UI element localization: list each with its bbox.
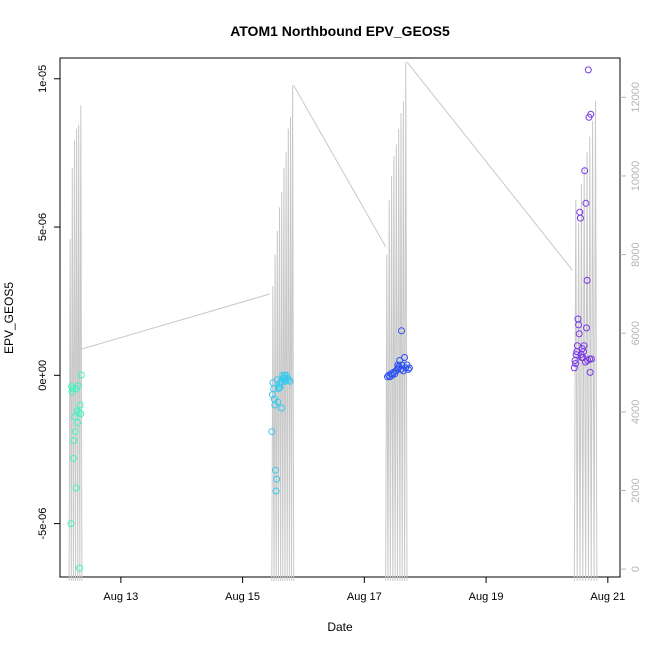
overlay-bridge xyxy=(293,85,387,247)
data-point xyxy=(286,377,294,385)
data-point xyxy=(272,466,279,474)
data-point xyxy=(584,66,592,74)
data-point xyxy=(405,364,413,372)
data-point xyxy=(575,321,583,329)
data-point xyxy=(575,330,583,338)
x-tick-label: Aug 21 xyxy=(590,591,625,603)
chart-title: ATOM1 Northbound EPV_GEOS5 xyxy=(230,23,450,39)
plot-box xyxy=(59,57,621,578)
x-tick-label: Aug 17 xyxy=(347,591,382,603)
overlay-line xyxy=(68,61,598,581)
data-point xyxy=(76,564,83,572)
data-point xyxy=(581,167,589,175)
data-point xyxy=(71,413,79,421)
y2-tick-label: 10000 xyxy=(630,161,642,192)
x-axis-label: Date xyxy=(327,620,353,634)
overlay-bridge xyxy=(406,61,573,271)
y2-tick-label: 6000 xyxy=(630,321,642,345)
plot-frame xyxy=(59,57,621,578)
data-point xyxy=(582,199,590,207)
data-point xyxy=(67,520,75,528)
data-point xyxy=(70,437,78,445)
y-tick-label: 0e+00 xyxy=(37,360,49,391)
y2-tick-label: 2000 xyxy=(630,478,642,502)
data-point xyxy=(274,398,282,406)
y-axis-label: EPV_GEOS5 xyxy=(2,282,16,354)
overlay-segment xyxy=(68,105,83,581)
data-point xyxy=(74,419,82,427)
data-point xyxy=(69,385,77,393)
data-point xyxy=(572,351,580,359)
y-axis: -5e-06 0e+00 5e-06 1e-05 xyxy=(37,65,60,540)
overlay-segment xyxy=(271,85,295,581)
data-points xyxy=(67,66,595,572)
data-point xyxy=(71,428,79,436)
data-point xyxy=(77,410,85,418)
overlay-bridge xyxy=(81,293,271,350)
data-point xyxy=(572,360,580,367)
data-point xyxy=(77,371,85,379)
x-tick-label: Aug 13 xyxy=(103,591,138,603)
data-point xyxy=(75,408,83,416)
y-tick-label: 1e-05 xyxy=(37,65,49,93)
data-point xyxy=(285,376,293,384)
data-point xyxy=(583,324,590,332)
y2-tick-label: 12000 xyxy=(630,82,642,113)
y2-tick-label: 8000 xyxy=(630,242,642,266)
data-point xyxy=(584,357,592,364)
data-point xyxy=(282,376,290,384)
data-point xyxy=(401,354,408,361)
data-point xyxy=(273,475,281,483)
data-point xyxy=(583,276,591,284)
data-point xyxy=(74,382,82,390)
data-point xyxy=(587,355,595,363)
y-tick-label: -5e-06 xyxy=(37,508,49,540)
data-point xyxy=(272,487,280,495)
y2-tick-label: 0 xyxy=(630,566,642,572)
data-point xyxy=(268,428,276,436)
data-point xyxy=(69,454,77,462)
y2-tick-label: 4000 xyxy=(630,400,642,424)
data-point xyxy=(278,404,286,412)
data-point xyxy=(570,364,578,372)
y-tick-label: 5e-06 xyxy=(37,213,49,241)
y2-axis: 0 2000 4000 6000 8000 10000 12000 xyxy=(620,82,642,572)
data-point xyxy=(404,365,412,373)
data-point xyxy=(576,214,584,222)
x-tick-label: Aug 15 xyxy=(225,591,260,603)
data-point xyxy=(398,327,405,335)
data-point xyxy=(72,484,80,492)
data-point xyxy=(76,401,84,409)
x-axis: Aug 13 Aug 15 Aug 17 Aug 19 Aug 21 xyxy=(103,577,625,603)
x-tick-label: Aug 19 xyxy=(469,591,504,603)
data-point xyxy=(586,368,594,376)
data-point xyxy=(580,342,588,350)
data-point xyxy=(587,110,595,118)
overlay-segment xyxy=(385,61,408,581)
